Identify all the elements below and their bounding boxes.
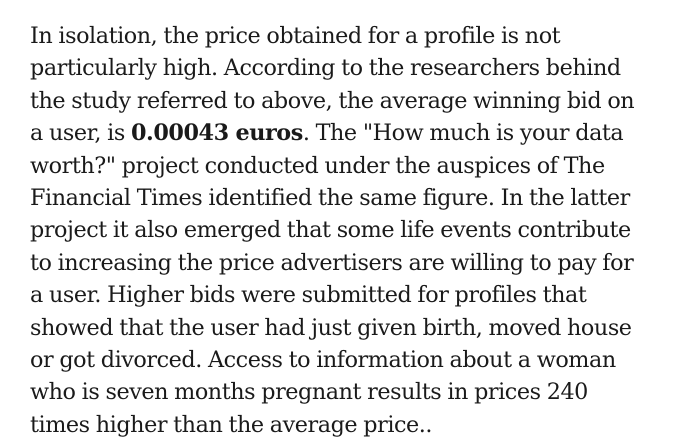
paragraph-line-7: project it also emerged that some life e…: [30, 217, 631, 244]
article-paragraph: In isolation, the price obtained for a p…: [30, 20, 670, 441]
paragraph-line-13: times higher than the average price..: [30, 411, 433, 438]
line-4-text-before: a user, is: [30, 120, 131, 147]
paragraph-line-8: to increasing the price advertisers are …: [30, 249, 634, 276]
paragraph-line-3: the study referred to above, the average…: [30, 87, 635, 114]
paragraph-line-10: showed that the user had just given birt…: [30, 314, 632, 341]
price-figure-bold: 0.00043 euros: [130, 120, 303, 147]
paragraph-line-2: particularly high. According to the rese…: [30, 55, 621, 82]
paragraph-line-11: or got divorced. Access to information a…: [30, 347, 616, 374]
line-4-text-after: . The "How much is your data: [302, 120, 624, 147]
paragraph-line-12: who is seven months pregnant results in …: [30, 379, 588, 406]
paragraph-line-4: a user, is 0.00043 euros. The "How much …: [30, 117, 670, 149]
paragraph-line-9: a user. Higher bids were submitted for p…: [30, 282, 587, 309]
paragraph-line-5: worth?" project conducted under the ausp…: [30, 152, 605, 179]
paragraph-line-1: In isolation, the price obtained for a p…: [30, 23, 561, 49]
paragraph-line-6: Financial Times identified the same figu…: [30, 185, 630, 212]
